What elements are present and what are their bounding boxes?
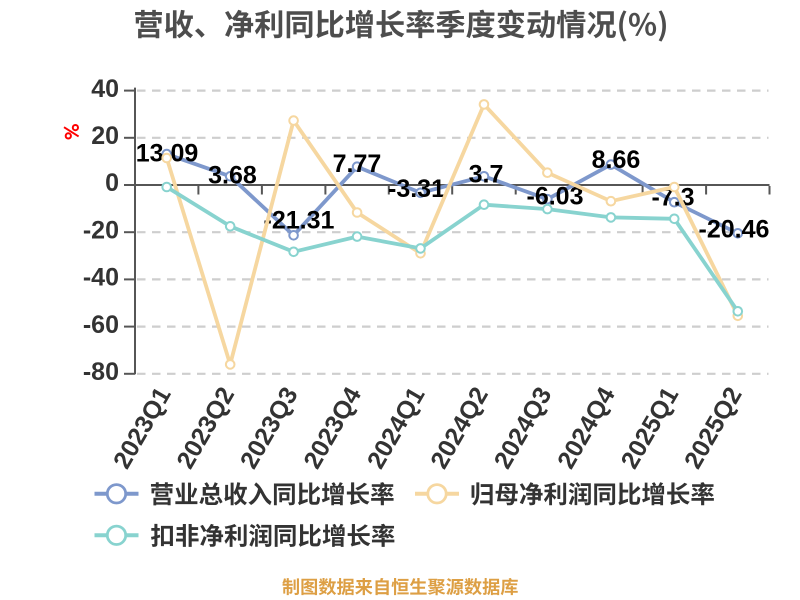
- svg-text:8.66: 8.66: [592, 146, 641, 174]
- svg-text:-60: -60: [83, 311, 119, 339]
- svg-text:-80: -80: [83, 358, 119, 386]
- svg-text:-40: -40: [83, 264, 119, 292]
- svg-text:20: 20: [91, 122, 119, 150]
- svg-text:-20: -20: [83, 216, 119, 244]
- svg-text:-20.46: -20.46: [699, 215, 770, 243]
- svg-text:-6.03: -6.03: [527, 183, 584, 211]
- svg-text:3.7: 3.7: [469, 161, 504, 189]
- svg-text:-3.31: -3.31: [388, 175, 445, 203]
- svg-text:-21.31: -21.31: [264, 206, 335, 234]
- svg-text:40: 40: [91, 75, 119, 103]
- svg-text:3.68: 3.68: [208, 162, 257, 190]
- svg-text:7.77: 7.77: [333, 150, 382, 178]
- svg-text:0: 0: [105, 169, 119, 197]
